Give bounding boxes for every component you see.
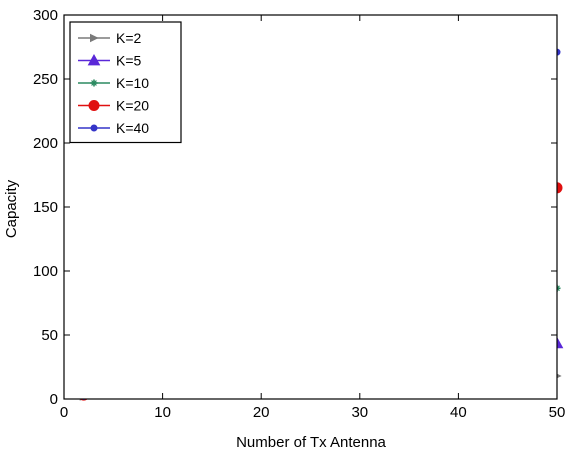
x-tick-label: 20 bbox=[253, 404, 270, 421]
legend-swatch-marker bbox=[90, 33, 99, 43]
y-axis-label: Capacity bbox=[3, 179, 20, 238]
legend-swatch-marker bbox=[90, 124, 98, 132]
x-tick-label: 40 bbox=[450, 404, 467, 421]
legend-label: K=10 bbox=[116, 75, 149, 91]
x-axis-label: Number of Tx Antenna bbox=[236, 434, 386, 451]
x-tick-label: 0 bbox=[60, 404, 68, 421]
legend: K=2 K=5 K=10 K=20 K=40 bbox=[69, 21, 182, 144]
y-tick-label: 50 bbox=[41, 327, 58, 344]
legend-item: K=40 bbox=[78, 120, 149, 136]
legend-label: K=2 bbox=[116, 30, 142, 46]
marker-stroke bbox=[91, 80, 97, 86]
y-tick-label: 250 bbox=[33, 71, 58, 88]
legend-label: K=40 bbox=[116, 120, 149, 136]
legend-swatch-marker bbox=[90, 79, 98, 87]
legend-swatch-marker bbox=[87, 53, 101, 66]
x-tick-label: 10 bbox=[154, 404, 171, 421]
x-tick-label: 30 bbox=[351, 404, 368, 421]
y-tick-label: 150 bbox=[33, 199, 58, 216]
legend-label: K=20 bbox=[116, 98, 149, 114]
legend-item: K=5 bbox=[78, 53, 142, 69]
y-tick-label: 300 bbox=[33, 7, 58, 24]
legend-swatch-marker bbox=[88, 100, 100, 111]
y-tick-label: 200 bbox=[33, 135, 58, 152]
legend-item: K=20 bbox=[78, 98, 149, 114]
legend-label: K=5 bbox=[116, 53, 142, 69]
y-tick-label: 100 bbox=[33, 263, 58, 280]
x-tick-label: 50 bbox=[549, 404, 566, 421]
legend-item: K=10 bbox=[78, 75, 149, 91]
legend-item: K=2 bbox=[78, 30, 142, 46]
y-tick-label: 0 bbox=[50, 391, 58, 408]
